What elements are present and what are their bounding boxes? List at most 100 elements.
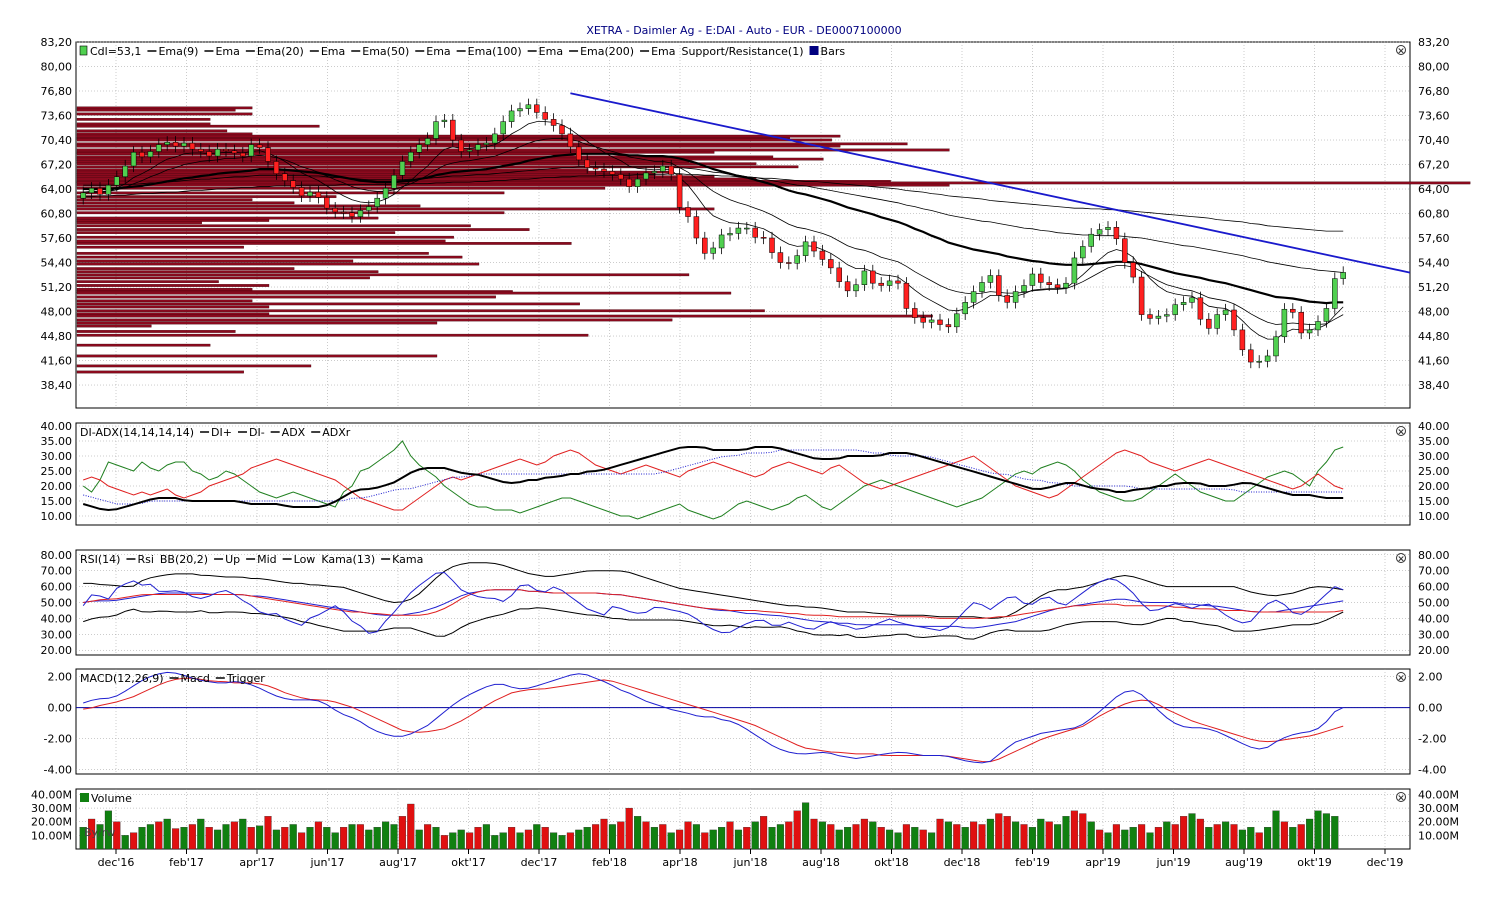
volume-bar: [1121, 829, 1129, 850]
volume-bar: [491, 835, 499, 850]
legend-label: Ema(200): [580, 45, 634, 58]
candle-body: [1273, 336, 1279, 357]
trigger-line: [83, 677, 1344, 763]
candle-body: [399, 161, 406, 176]
candle-body: [626, 178, 632, 187]
x-tick-label: apr'19: [1085, 856, 1120, 869]
candle-body: [853, 284, 859, 292]
support-resistance-bar: [76, 295, 496, 299]
candle-body: [1138, 276, 1145, 315]
candle-body: [1231, 309, 1237, 331]
y-tick-label-right: 2.00: [1418, 671, 1443, 684]
y-tick-label-left: 83,20: [41, 36, 73, 49]
legend-label: Ema(9): [158, 45, 198, 58]
volume-bar: [1146, 832, 1154, 850]
x-tick-label: apr'17: [239, 856, 274, 869]
y-tick-label-right: 76,80: [1418, 85, 1450, 98]
volume-bar: [1003, 816, 1011, 850]
y-tick-label-left: 10.00M: [31, 829, 72, 842]
x-tick-label: okt'19: [1297, 856, 1331, 869]
legend-label: Support/Resistance(1): [681, 45, 803, 58]
candle-body: [1096, 229, 1103, 235]
close-icon-glyph: ×: [1397, 428, 1405, 438]
candle-body: [1071, 257, 1078, 284]
volume-bar: [667, 832, 675, 850]
candle-body: [256, 144, 263, 148]
support-resistance-bar: [76, 183, 950, 187]
candle-body: [156, 144, 162, 152]
close-icon-glyph: ×: [1397, 47, 1405, 57]
candle-body: [298, 187, 305, 197]
macd-line: [83, 671, 1344, 764]
volume-bar: [1264, 827, 1272, 850]
volume-bar: [1062, 816, 1070, 850]
volume-bar: [155, 821, 163, 850]
y-tick-label-left: 44,80: [41, 330, 73, 343]
rsi-line: [82, 571, 1344, 634]
volume-bar: [659, 824, 667, 850]
support-resistance-bar: [76, 224, 471, 228]
candle-body: [214, 148, 221, 157]
candle-body: [1298, 312, 1304, 334]
candle-body: [828, 259, 834, 269]
volume-bar: [684, 821, 692, 850]
y-tick-label-right: 80.00: [1418, 549, 1450, 562]
volume-bar: [289, 824, 297, 850]
x-tick-label: apr'18: [662, 856, 697, 869]
support-resistance-bar: [76, 168, 589, 172]
support-resistance-bar: [76, 309, 765, 313]
y-tick-label-right: 54,40: [1418, 257, 1450, 270]
volume-bar: [256, 825, 264, 850]
volume-bar: [1037, 818, 1045, 850]
volume-bar: [356, 824, 364, 850]
support-resistance-bar: [76, 262, 480, 266]
y-tick-label-right: 30.00: [1418, 628, 1450, 641]
volume-bar: [264, 816, 272, 850]
y-tick-label-left: 70.00: [41, 565, 73, 578]
y-tick-label-left: 35.00: [41, 435, 73, 448]
candle-body: [676, 174, 683, 208]
legend-label: Macd: [181, 672, 210, 685]
y-tick-label-left: -2.00: [44, 732, 72, 745]
volume-bar: [499, 832, 507, 850]
support-resistance-bar: [76, 330, 236, 333]
volume-bar: [382, 821, 390, 850]
candle-body: [970, 291, 977, 303]
volume-bar: [247, 827, 255, 850]
volume-bar: [600, 818, 608, 850]
volume-bar: [340, 827, 348, 850]
volume-bar: [886, 829, 894, 850]
volume-bar: [449, 832, 457, 850]
y-tick-label-left: 73,60: [41, 110, 73, 123]
support-resistance-bar: [76, 122, 211, 126]
support-resistance-bar: [76, 216, 379, 220]
volume-bar: [541, 827, 549, 850]
panel-frame: [75, 422, 1411, 526]
close-icon-glyph: ×: [1397, 674, 1405, 684]
x-tick-label: jun'18: [732, 856, 767, 869]
volume-bar: [306, 827, 314, 850]
candle-body: [609, 171, 616, 175]
candle-body: [382, 187, 389, 199]
support-resistance-bar: [76, 284, 270, 287]
support-resistance-bar: [76, 198, 253, 202]
volume-bar: [298, 832, 306, 850]
support-resistance-bar: [76, 245, 244, 249]
di-minus-line: [83, 449, 1344, 511]
volume-bar: [197, 818, 205, 850]
legend-label: Trigger: [226, 672, 265, 685]
x-tick-label: dec'18: [944, 856, 981, 869]
y-tick-label-left: 64,00: [41, 183, 73, 196]
volume-bar: [1112, 824, 1120, 850]
candle-body: [408, 152, 414, 162]
volume-bar: [592, 824, 600, 850]
candle-body: [1155, 315, 1162, 319]
candle-body: [811, 241, 817, 252]
x-tick-label: okt'18: [874, 856, 908, 869]
support-resistance-bar: [76, 170, 673, 174]
support-resistance-bar: [76, 221, 202, 225]
y-tick-label-left: 50.00: [41, 597, 73, 610]
candle-body: [1080, 246, 1086, 259]
candle-body: [1281, 308, 1288, 338]
